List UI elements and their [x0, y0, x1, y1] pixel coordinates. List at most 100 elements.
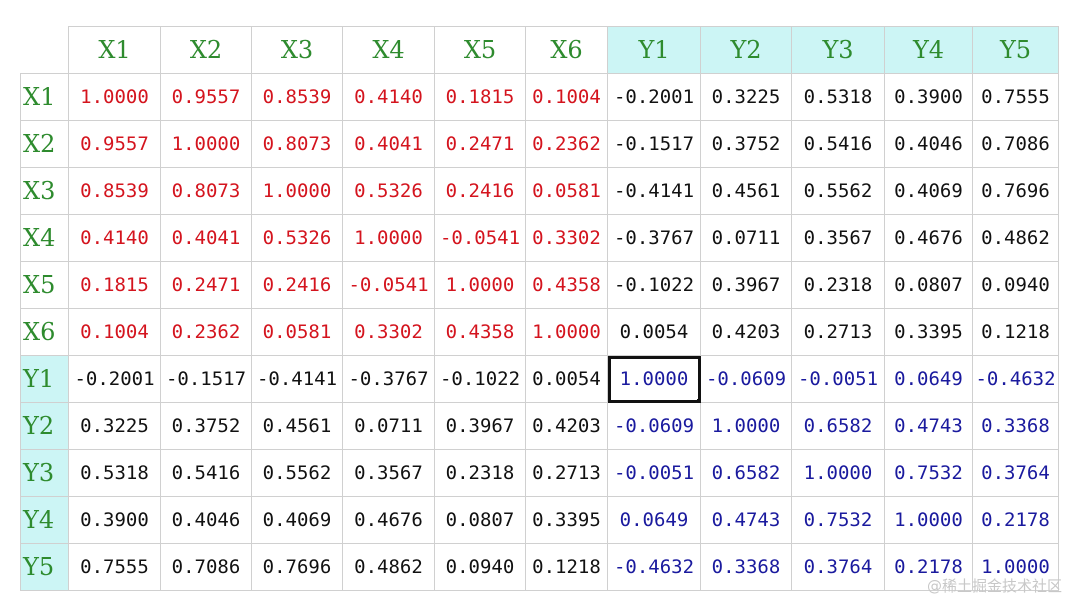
row-header-x4[interactable]: X4	[20, 214, 69, 262]
matrix-cell[interactable]: 0.5562	[251, 449, 343, 497]
column-header-x3[interactable]: X3	[251, 26, 343, 74]
matrix-cell[interactable]: 0.0054	[607, 308, 701, 356]
matrix-cell[interactable]: -0.4141	[251, 355, 343, 403]
matrix-cell[interactable]: 0.2178	[972, 496, 1059, 544]
matrix-cell[interactable]: 0.2362	[525, 120, 608, 168]
row-header-y3[interactable]: Y3	[20, 449, 69, 497]
matrix-cell[interactable]: 0.0807	[434, 496, 526, 544]
column-header-x4[interactable]: X4	[342, 26, 435, 74]
matrix-cell[interactable]: -0.0541	[434, 214, 526, 262]
matrix-cell[interactable]: 0.0940	[434, 543, 526, 591]
matrix-cell[interactable]: -0.0609	[700, 355, 792, 403]
matrix-cell[interactable]: -0.3767	[342, 355, 435, 403]
column-header-y1[interactable]: Y1	[607, 26, 701, 74]
column-header-x2[interactable]: X2	[160, 26, 252, 74]
matrix-cell[interactable]: 0.4676	[884, 214, 973, 262]
matrix-cell[interactable]: 0.2713	[791, 308, 885, 356]
matrix-cell[interactable]: -0.1517	[160, 355, 252, 403]
matrix-cell[interactable]: -0.0051	[791, 355, 885, 403]
matrix-cell[interactable]: 0.3764	[972, 449, 1059, 497]
matrix-cell[interactable]: 0.5326	[342, 167, 435, 215]
matrix-cell[interactable]: 0.2713	[525, 449, 608, 497]
matrix-cell[interactable]: 0.2471	[434, 120, 526, 168]
matrix-cell[interactable]: 0.4203	[700, 308, 792, 356]
matrix-cell[interactable]: 0.2178	[884, 543, 973, 591]
matrix-cell[interactable]: 0.4743	[884, 402, 973, 450]
matrix-cell[interactable]: 0.4358	[434, 308, 526, 356]
matrix-cell[interactable]: -0.3767	[607, 214, 701, 262]
matrix-cell[interactable]: 0.1815	[68, 261, 161, 309]
matrix-cell[interactable]: 0.1004	[525, 73, 608, 121]
row-header-y1[interactable]: Y1	[20, 355, 69, 403]
matrix-cell[interactable]: -0.0541	[342, 261, 435, 309]
matrix-cell[interactable]: 0.0581	[525, 167, 608, 215]
matrix-cell[interactable]: 0.3395	[884, 308, 973, 356]
matrix-cell[interactable]: 0.5416	[791, 120, 885, 168]
matrix-cell[interactable]: 0.2362	[160, 308, 252, 356]
matrix-cell[interactable]: 0.8539	[251, 73, 343, 121]
corner-cell[interactable]	[20, 26, 69, 74]
matrix-cell[interactable]: 0.4069	[251, 496, 343, 544]
matrix-cell[interactable]: 0.0711	[700, 214, 792, 262]
matrix-cell[interactable]: 0.4046	[160, 496, 252, 544]
matrix-cell[interactable]: -0.2001	[607, 73, 701, 121]
matrix-cell[interactable]: 0.8073	[251, 120, 343, 168]
matrix-cell[interactable]: 1.0000	[791, 449, 885, 497]
matrix-cell[interactable]: 0.6582	[791, 402, 885, 450]
matrix-cell[interactable]: 1.0000	[525, 308, 608, 356]
column-header-x5[interactable]: X5	[434, 26, 526, 74]
matrix-cell[interactable]: 0.4046	[884, 120, 973, 168]
column-header-x6[interactable]: X6	[525, 26, 608, 74]
matrix-cell[interactable]: 0.7696	[972, 167, 1059, 215]
matrix-cell[interactable]: 0.2416	[251, 261, 343, 309]
matrix-cell[interactable]: 0.3567	[342, 449, 435, 497]
matrix-cell[interactable]: 0.3225	[68, 402, 161, 450]
matrix-cell[interactable]: 0.3225	[700, 73, 792, 121]
matrix-cell[interactable]: -0.1517	[607, 120, 701, 168]
matrix-cell[interactable]: 1.0000	[160, 120, 252, 168]
matrix-cell[interactable]: 0.2318	[434, 449, 526, 497]
matrix-cell[interactable]: 0.5326	[251, 214, 343, 262]
matrix-cell[interactable]: 0.4743	[700, 496, 792, 544]
matrix-cell[interactable]: 0.4041	[160, 214, 252, 262]
matrix-cell[interactable]: 0.0940	[972, 261, 1059, 309]
matrix-cell[interactable]: 0.2416	[434, 167, 526, 215]
matrix-cell[interactable]: 0.7086	[972, 120, 1059, 168]
matrix-cell[interactable]: 0.3752	[160, 402, 252, 450]
matrix-cell[interactable]: 0.0807	[884, 261, 973, 309]
matrix-cell[interactable]: 0.3567	[791, 214, 885, 262]
matrix-cell[interactable]: 0.3900	[68, 496, 161, 544]
matrix-cell[interactable]: 0.0581	[251, 308, 343, 356]
matrix-cell[interactable]: 0.1218	[972, 308, 1059, 356]
matrix-cell[interactable]: 0.5318	[791, 73, 885, 121]
matrix-cell[interactable]: 0.8073	[160, 167, 252, 215]
matrix-cell[interactable]: 0.7555	[972, 73, 1059, 121]
matrix-cell[interactable]: 1.0000	[434, 261, 526, 309]
matrix-cell[interactable]: 0.6582	[700, 449, 792, 497]
matrix-cell[interactable]: -0.4632	[972, 355, 1059, 403]
matrix-cell[interactable]: 0.0649	[607, 496, 701, 544]
matrix-cell[interactable]: 0.4561	[700, 167, 792, 215]
matrix-cell[interactable]: 0.5416	[160, 449, 252, 497]
matrix-cell[interactable]: 0.3967	[700, 261, 792, 309]
matrix-cell[interactable]: 0.4358	[525, 261, 608, 309]
row-header-x1[interactable]: X1	[20, 73, 69, 121]
matrix-cell[interactable]: 1.0000	[700, 402, 792, 450]
matrix-cell[interactable]: 0.3302	[342, 308, 435, 356]
matrix-cell[interactable]: 1.0000	[884, 496, 973, 544]
matrix-cell[interactable]: 1.0000	[68, 73, 161, 121]
matrix-cell[interactable]: 0.4069	[884, 167, 973, 215]
matrix-cell[interactable]: -0.0609	[607, 402, 701, 450]
column-header-y5[interactable]: Y5	[972, 26, 1059, 74]
row-header-x3[interactable]: X3	[20, 167, 69, 215]
row-header-x5[interactable]: X5	[20, 261, 69, 309]
matrix-cell[interactable]: 0.3395	[525, 496, 608, 544]
matrix-cell[interactable]: 0.4561	[251, 402, 343, 450]
row-header-y4[interactable]: Y4	[20, 496, 69, 544]
matrix-cell[interactable]: 0.7696	[251, 543, 343, 591]
matrix-cell[interactable]: 0.3752	[700, 120, 792, 168]
matrix-cell[interactable]: 1.0000	[251, 167, 343, 215]
row-header-x6[interactable]: X6	[20, 308, 69, 356]
matrix-cell[interactable]: 0.0711	[342, 402, 435, 450]
matrix-cell[interactable]: 0.1004	[68, 308, 161, 356]
